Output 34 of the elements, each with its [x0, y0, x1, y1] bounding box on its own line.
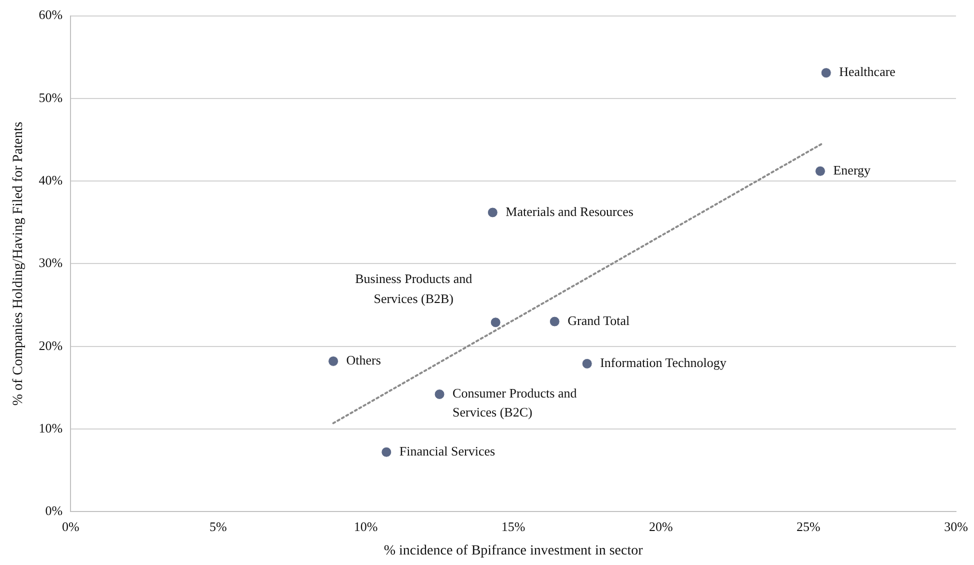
annotation: Grand Total — [568, 312, 630, 328]
y-tick-label: 10% — [38, 420, 63, 436]
x-tick-label: 20% — [648, 518, 673, 534]
point — [549, 316, 560, 327]
x-tick-label: 5% — [210, 518, 228, 534]
point — [434, 389, 445, 400]
point — [328, 356, 339, 366]
y-tick-label: 40% — [38, 172, 63, 188]
annotation: Information Technology — [600, 355, 727, 370]
annotation: Healthcare — [839, 64, 896, 80]
y-tick-label: 20% — [38, 338, 63, 353]
y-tick-label: 60% — [38, 7, 63, 22]
annotation: Materials and Resources — [506, 204, 634, 219]
point — [487, 207, 498, 218]
y-axis-title: % of Companies Holding/Having Filed for Patents — [11, 122, 26, 406]
y-tick-label: 30% — [38, 255, 63, 270]
point — [814, 166, 826, 176]
annotation: Consumer Products and Services (B2C) — [452, 386, 578, 420]
annotation: Others — [346, 352, 381, 368]
annotation: Business Products and Services (B2B) — [355, 270, 473, 306]
x-tick-label: 25% — [796, 518, 821, 534]
point — [820, 68, 832, 78]
x-axis-title: % incidence of Bpifrance investment in sector — [384, 543, 644, 558]
point — [582, 358, 592, 369]
x-tick-label: 30% — [944, 518, 968, 534]
x-tick-label: 10% — [354, 518, 378, 534]
point — [381, 446, 392, 458]
annotation: Financial Services — [399, 444, 496, 459]
y-tick-label: 50% — [38, 90, 63, 105]
x-tick-label: 0% — [62, 518, 80, 534]
point — [490, 317, 501, 328]
y-tick-label: 0% — [45, 503, 63, 518]
annotation: Energy — [833, 162, 872, 178]
x-tick-label: 15% — [501, 518, 526, 534]
